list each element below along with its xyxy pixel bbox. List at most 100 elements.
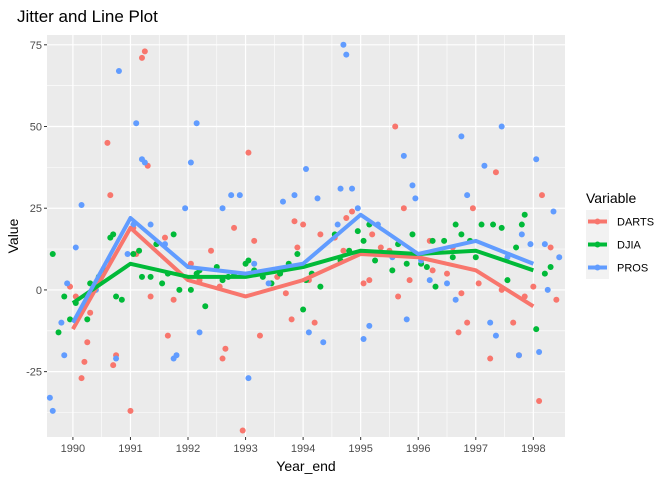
point-djia — [504, 277, 511, 284]
point-djia — [533, 326, 540, 333]
point-djia — [547, 264, 554, 271]
point-pros — [403, 316, 410, 323]
point-darts — [81, 358, 88, 365]
point-pros — [426, 277, 433, 284]
point-darts — [127, 407, 134, 414]
point-djia — [67, 316, 74, 323]
point-djia — [61, 293, 68, 300]
point-djia — [458, 231, 465, 238]
point-darts — [458, 290, 465, 297]
point-pros — [314, 195, 321, 202]
point-pros — [334, 221, 341, 228]
legend-key-point-djia — [594, 241, 601, 248]
point-pros — [400, 152, 407, 159]
x-tick-label: 1995 — [348, 443, 372, 455]
point-darts — [487, 355, 494, 362]
point-djia — [389, 267, 396, 274]
point-djia — [136, 247, 143, 254]
y-tick-label: 0 — [36, 285, 42, 297]
point-pros — [452, 296, 459, 303]
legend-label-darts: DARTS — [617, 217, 654, 229]
point-djia — [409, 231, 416, 238]
point-pros — [115, 67, 122, 74]
point-djia — [118, 296, 125, 303]
point-darts — [475, 280, 482, 287]
point-djia — [300, 306, 307, 313]
point-pros — [533, 156, 540, 163]
point-darts — [245, 149, 252, 156]
point-pros — [133, 120, 140, 127]
point-darts — [366, 277, 373, 284]
point-pros — [228, 192, 235, 199]
point-pros — [219, 205, 226, 212]
point-darts — [147, 293, 154, 300]
point-djia — [472, 254, 479, 261]
y-axis-ticks: -25 0 25 50 75 — [26, 40, 47, 379]
point-djia — [513, 244, 520, 251]
point-djia — [478, 221, 485, 228]
point-pros — [305, 329, 312, 336]
point-pros — [366, 322, 373, 329]
point-darts — [300, 221, 307, 228]
point-pros — [173, 352, 180, 359]
point-pros — [303, 166, 309, 172]
y-tick-label: 25 — [30, 203, 42, 215]
point-pros — [492, 332, 499, 339]
x-axis-title: Year_end — [276, 458, 335, 474]
point-darts — [369, 231, 376, 238]
point-darts — [429, 267, 436, 274]
point-darts — [294, 244, 301, 251]
point-darts — [377, 244, 384, 251]
point-darts — [392, 123, 399, 130]
point-darts — [78, 375, 85, 382]
point-pros — [527, 241, 534, 248]
point-pros — [556, 254, 563, 261]
x-tick-label: 1991 — [118, 443, 142, 455]
legend-key-point-pros — [594, 264, 601, 271]
legend: Variable DARTS DJIA PROS — [586, 190, 654, 279]
point-djia — [49, 250, 56, 257]
x-tick-label: 1994 — [291, 443, 315, 455]
point-pros — [518, 231, 525, 238]
point-darts — [538, 192, 545, 199]
point-djia — [449, 254, 456, 261]
point-darts — [469, 205, 476, 212]
point-darts — [104, 139, 111, 146]
point-darts — [455, 329, 462, 336]
point-pros — [498, 123, 505, 130]
point-darts — [311, 319, 318, 326]
point-djia — [317, 283, 324, 290]
point-pros — [236, 192, 243, 199]
point-pros — [458, 133, 465, 140]
point-darts — [288, 316, 295, 323]
point-djia — [187, 286, 194, 293]
point-pros — [412, 195, 419, 202]
point-pros — [147, 221, 154, 228]
point-pros — [541, 241, 548, 248]
point-darts — [84, 339, 91, 346]
grid-major — [47, 35, 565, 437]
point-djia — [490, 221, 497, 228]
point-darts — [208, 247, 215, 254]
point-darts — [164, 332, 171, 339]
point-darts — [317, 231, 324, 238]
grid-minor — [47, 35, 565, 437]
point-pros — [360, 335, 367, 342]
point-djia — [159, 280, 166, 287]
point-pros — [113, 355, 120, 362]
y-tick-label: -25 — [26, 367, 42, 379]
point-darts — [464, 319, 471, 326]
point-pros — [58, 319, 65, 326]
point-darts — [107, 192, 114, 199]
point-darts — [219, 355, 226, 362]
x-tick-label: 1990 — [61, 443, 85, 455]
lines-layer — [71, 212, 535, 331]
point-pros — [49, 407, 56, 414]
point-pros — [251, 260, 258, 267]
point-pros — [487, 319, 494, 326]
point-djia — [294, 250, 301, 257]
point-djia — [147, 273, 154, 280]
point-djia — [423, 264, 430, 271]
point-darts — [251, 237, 258, 244]
